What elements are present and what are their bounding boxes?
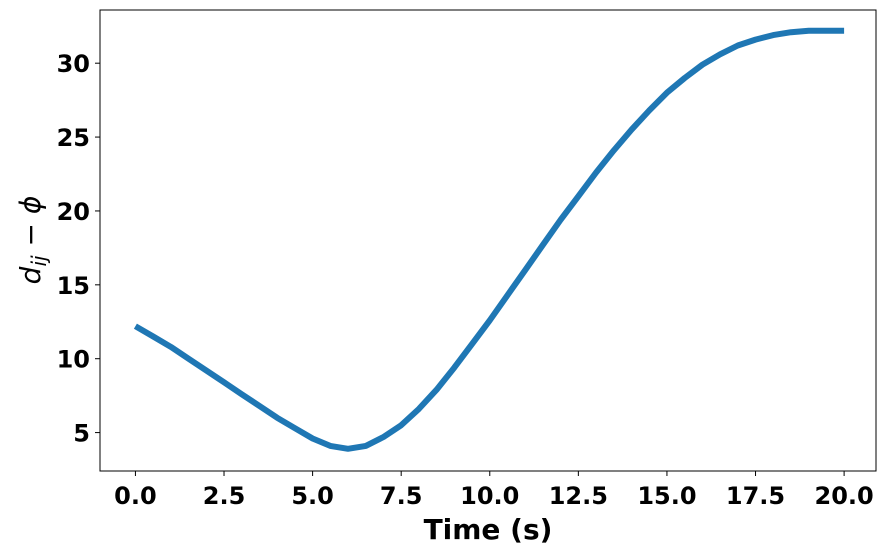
x-axis-title: Time (s) [424,513,553,546]
plot-frame [99,9,877,472]
x-tick-label: 17.5 [726,482,785,510]
y-tick-label: 25 [57,124,90,152]
x-axis-ticks: 0.0 2.5 5.0 7.5 10.0 12.5 15.0 17.5 20.0 [114,471,874,510]
y-tick-label: 30 [57,50,90,78]
x-tick-label: 10.0 [460,482,519,510]
x-tick-label: 12.5 [549,482,608,510]
y-axis-ticks: 5 10 15 20 25 30 [57,50,100,448]
x-tick-label: 15.0 [637,482,696,510]
y-axis-title-rest: − ϕ [14,196,47,256]
y-tick-label: 10 [57,346,90,374]
y-tick-label: 20 [57,198,90,226]
y-axis-title-subscript: ij [27,255,51,267]
x-tick-label: 2.5 [203,482,246,510]
y-axis-title-main: d [14,266,47,284]
x-tick-label: 0.0 [114,482,157,510]
y-tick-label: 5 [73,420,90,448]
y-axis-title: dij − ϕ [14,196,51,285]
x-tick-label: 7.5 [380,482,423,510]
x-tick-label: 5.0 [291,482,334,510]
x-tick-label: 20.0 [815,482,874,510]
y-tick-label: 15 [57,272,90,300]
series-line [133,27,845,452]
